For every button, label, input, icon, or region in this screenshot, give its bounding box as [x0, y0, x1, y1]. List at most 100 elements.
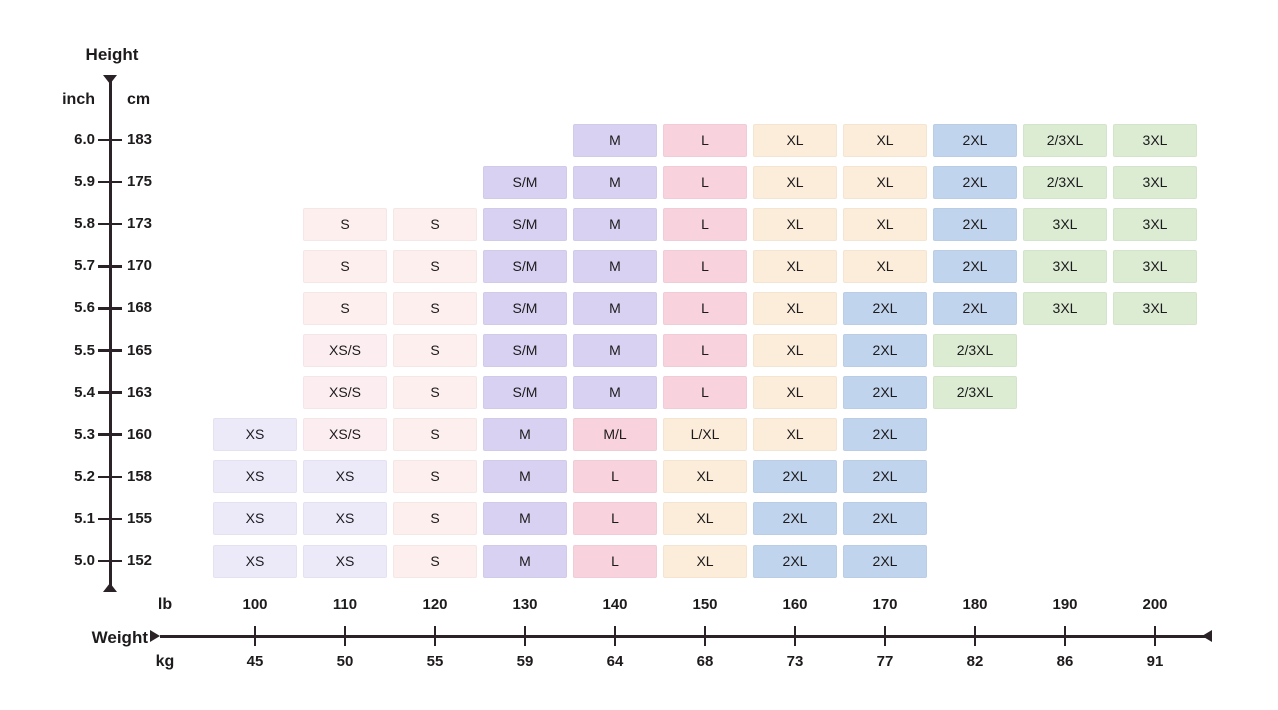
- size-cell: XS/S: [303, 334, 387, 367]
- height-inch-value: 5.4: [74, 383, 95, 401]
- size-cell: 2XL: [753, 460, 837, 494]
- size-cell: 3XL: [1023, 249, 1107, 283]
- size-cell: XS: [213, 460, 297, 494]
- size-cell: L: [663, 165, 747, 199]
- weight-kg-value: 55: [426, 653, 444, 670]
- height-cm-value: 173: [127, 215, 153, 233]
- size-cell: 2XL: [843, 460, 927, 494]
- height-cm-value: 168: [127, 299, 153, 317]
- height-tick: [98, 222, 122, 226]
- size-cell: S: [393, 249, 477, 283]
- size-cell: S: [393, 334, 477, 367]
- size-cell: 3XL: [1113, 165, 1197, 199]
- size-cell: 2/3XL: [1023, 165, 1107, 199]
- size-cell: 2XL: [843, 376, 927, 410]
- size-cell: S: [303, 291, 387, 325]
- size-cell: 2XL: [933, 207, 1017, 241]
- size-cell: 2XL: [753, 502, 837, 536]
- size-cell: 3XL: [1113, 291, 1197, 325]
- size-cell: XL: [753, 376, 837, 410]
- size-cell: M: [573, 249, 657, 283]
- height-cm-value: 160: [127, 425, 153, 443]
- height-cm-value: 163: [127, 383, 153, 401]
- weight-tick: [523, 626, 527, 646]
- height-cm-value: 152: [127, 552, 153, 569]
- height-unit-inch-label: inch: [62, 91, 95, 108]
- height-tick: [98, 180, 122, 184]
- size-cell: S: [393, 207, 477, 241]
- weight-lb-value: 100: [242, 596, 268, 613]
- size-cell: L: [573, 460, 657, 494]
- size-cell: L: [663, 207, 747, 241]
- weight-tick: [613, 626, 617, 646]
- size-cell: XL: [753, 334, 837, 367]
- size-cell: M: [483, 544, 567, 578]
- size-cell: XL: [663, 544, 747, 578]
- size-cell: 2XL: [843, 291, 927, 325]
- size-cell: 3XL: [1023, 207, 1107, 241]
- height-inch-value: 5.8: [74, 215, 95, 233]
- size-cell: 2XL: [843, 418, 927, 452]
- size-cell: L: [663, 376, 747, 410]
- size-cell: S: [393, 291, 477, 325]
- weight-axis-right-arrow-icon: [1202, 630, 1212, 642]
- size-cell: L: [663, 291, 747, 325]
- height-inch-value: 5.7: [74, 257, 95, 275]
- size-cell: 2XL: [843, 334, 927, 367]
- size-cell: M/L: [573, 418, 657, 452]
- size-cell: S: [393, 376, 477, 410]
- size-cell: L: [573, 502, 657, 536]
- size-cell: 3XL: [1113, 207, 1197, 241]
- size-cell: S: [393, 544, 477, 578]
- size-cell: XL: [753, 418, 837, 452]
- size-cell: 2XL: [933, 249, 1017, 283]
- height-tick: [98, 433, 122, 436]
- size-cell: 2/3XL: [933, 376, 1017, 410]
- size-cell: M: [573, 207, 657, 241]
- weight-tick: [703, 626, 707, 646]
- height-cm-value: 165: [127, 341, 153, 359]
- weight-unit-lb-label: lb: [157, 596, 173, 613]
- size-cell: XL: [843, 123, 927, 157]
- weight-tick: [793, 626, 797, 646]
- size-cell: XS: [303, 544, 387, 578]
- size-cell: 3XL: [1113, 249, 1197, 283]
- size-cell: XL: [663, 502, 747, 536]
- size-cell: 3XL: [1113, 123, 1197, 157]
- weight-kg-value: 45: [246, 653, 264, 670]
- size-cell: 2/3XL: [1023, 123, 1107, 157]
- size-cell: XS: [303, 502, 387, 536]
- size-cell: XS: [213, 418, 297, 452]
- weight-lb-value: 150: [692, 596, 718, 613]
- size-cell: S/M: [483, 291, 567, 325]
- size-cell: S: [393, 502, 477, 536]
- size-cell: S/M: [483, 376, 567, 410]
- weight-tick: [433, 626, 437, 646]
- size-cell: S: [393, 460, 477, 494]
- size-cell: 2XL: [933, 123, 1017, 157]
- height-axis-line: [109, 79, 112, 589]
- size-cell: M: [483, 418, 567, 452]
- size-cell: XL: [663, 460, 747, 494]
- height-inch-value: 6.0: [74, 131, 95, 148]
- weight-axis-title: Weight: [91, 628, 148, 647]
- size-cell: M: [573, 291, 657, 325]
- weight-tick: [1153, 626, 1157, 646]
- size-cell: L/XL: [663, 418, 747, 452]
- size-cell: M: [483, 460, 567, 494]
- size-cell: S: [303, 207, 387, 241]
- height-cm-value: 183: [127, 131, 153, 148]
- size-cell: 2XL: [843, 502, 927, 536]
- height-cm-value: 155: [127, 509, 153, 527]
- weight-kg-value: 50: [336, 653, 354, 670]
- height-inch-value: 5.5: [74, 341, 95, 359]
- weight-tick: [253, 626, 257, 646]
- size-cell: 2XL: [933, 165, 1017, 199]
- size-cell: XL: [843, 249, 927, 283]
- height-tick: [98, 349, 122, 352]
- height-inch-value: 5.9: [74, 173, 95, 191]
- weight-lb-value: 170: [872, 596, 898, 613]
- size-cell: 2XL: [753, 544, 837, 578]
- size-cell: S: [393, 418, 477, 452]
- height-unit-cm-label: cm: [127, 91, 151, 108]
